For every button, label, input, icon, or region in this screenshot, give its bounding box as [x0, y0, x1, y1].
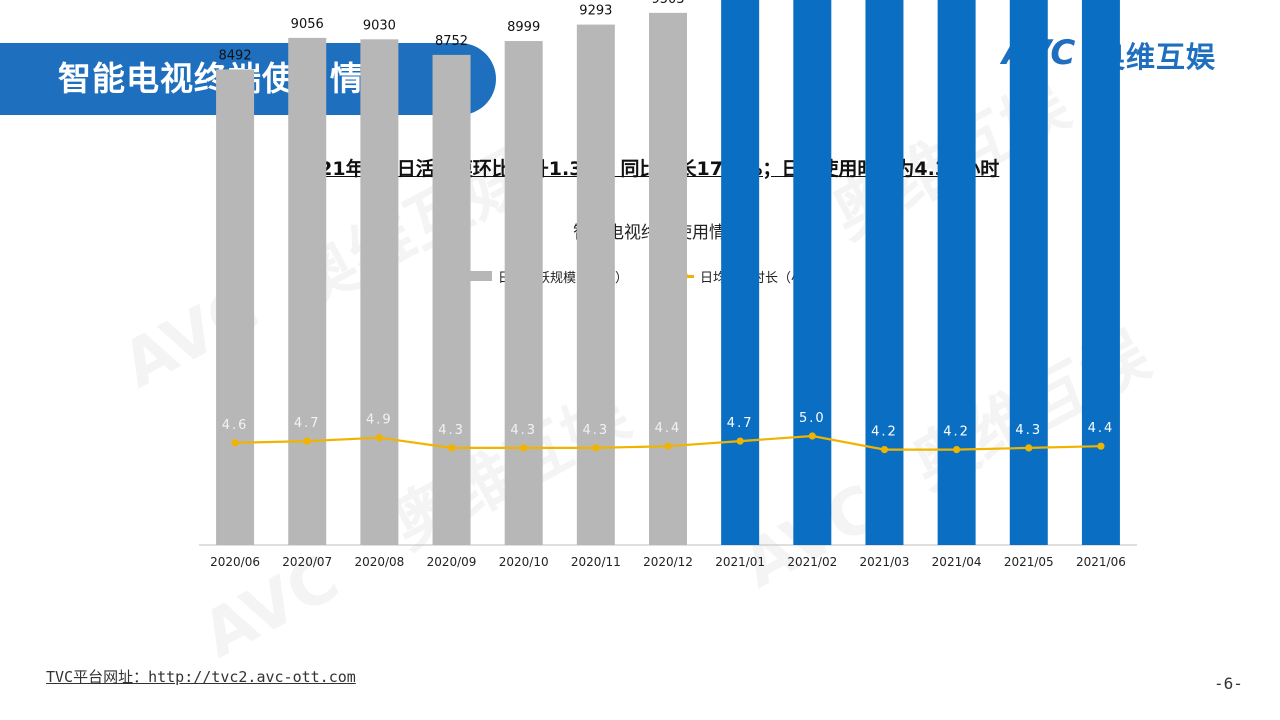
- x-tick-label: 2021/05: [1004, 555, 1054, 569]
- bar-data-label: 9030: [363, 18, 396, 33]
- line-point: [808, 432, 816, 440]
- x-tick-label: 2021/03: [860, 555, 910, 569]
- line-point: [520, 444, 528, 452]
- x-tick-label: 2020/11: [571, 555, 621, 569]
- bar: [576, 24, 615, 546]
- bar: [649, 12, 687, 546]
- line-data-label: 4.9: [366, 413, 393, 428]
- x-tick-label: 2021/02: [787, 555, 837, 569]
- line-point: [303, 437, 311, 445]
- line-data-label: 4.3: [583, 423, 610, 438]
- line-data-label: 4.7: [727, 416, 754, 431]
- line-data-label: 4.2: [871, 425, 898, 440]
- bar: [360, 39, 399, 545]
- bar: [793, 0, 832, 545]
- line-data-label: 4.2: [943, 425, 970, 440]
- bar: [504, 41, 543, 545]
- x-tick-label: 2020/12: [643, 555, 693, 569]
- x-tick-label: 2020/06: [210, 555, 260, 569]
- line-point: [736, 437, 744, 445]
- line-data-label: 4.4: [1088, 421, 1115, 436]
- bar-data-label: 9056: [291, 17, 324, 32]
- bar: [216, 69, 255, 545]
- line-data-label: 4.3: [510, 423, 537, 438]
- line-point: [375, 434, 383, 442]
- x-tick-label: 2020/10: [499, 555, 549, 569]
- legend-swatch-bars: [470, 271, 492, 281]
- bar: [721, 0, 760, 545]
- x-tick-label: 2020/07: [282, 555, 332, 569]
- bar: [865, 0, 904, 546]
- line-point: [1097, 442, 1105, 450]
- footer-link[interactable]: TVC平台网址：http://tvc2.avc-ott.com: [46, 668, 356, 686]
- line-data-label: 4.3: [1015, 423, 1042, 438]
- line-point: [447, 444, 456, 452]
- line-data-label: 4.6: [222, 418, 249, 433]
- line-point: [1025, 444, 1033, 452]
- bar: [288, 37, 327, 545]
- bar-data-label: 8999: [507, 20, 540, 35]
- bar: [1009, 0, 1048, 546]
- line-point: [953, 446, 961, 454]
- x-tick-label: 2021/04: [932, 555, 982, 569]
- line-point: [880, 446, 889, 454]
- bar: [1081, 0, 1120, 545]
- bar: [937, 0, 976, 545]
- bar-data-label: 8492: [219, 48, 252, 63]
- bar: [432, 54, 471, 545]
- line-data-label: 4.3: [438, 423, 465, 438]
- line-data-label: 4.4: [655, 421, 682, 436]
- line-point: [231, 439, 239, 447]
- page-number: -6-: [1214, 674, 1243, 693]
- line-data-label: 5.0: [799, 411, 826, 426]
- line-data-label: 4.7: [294, 416, 321, 431]
- x-tick-label: 2021/01: [715, 555, 765, 569]
- x-tick-label: 2020/08: [354, 555, 404, 569]
- bar-data-label: 8752: [435, 34, 468, 49]
- x-tick-label: 2020/09: [427, 555, 477, 569]
- bar-data-label: 9293: [579, 4, 612, 19]
- x-tick-label: 2021/06: [1076, 555, 1126, 569]
- line-point: [592, 444, 600, 452]
- bar-data-label: 9503: [651, 0, 684, 7]
- line-point: [664, 442, 672, 450]
